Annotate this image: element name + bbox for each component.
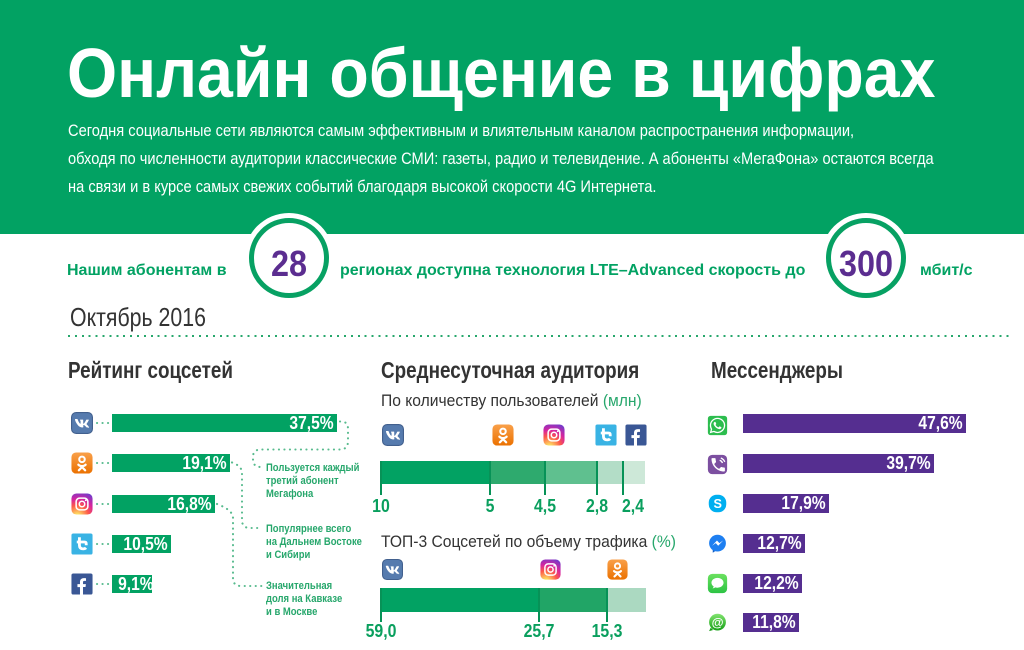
svg-text:@: @ — [712, 615, 724, 629]
svg-text:S: S — [713, 497, 721, 511]
